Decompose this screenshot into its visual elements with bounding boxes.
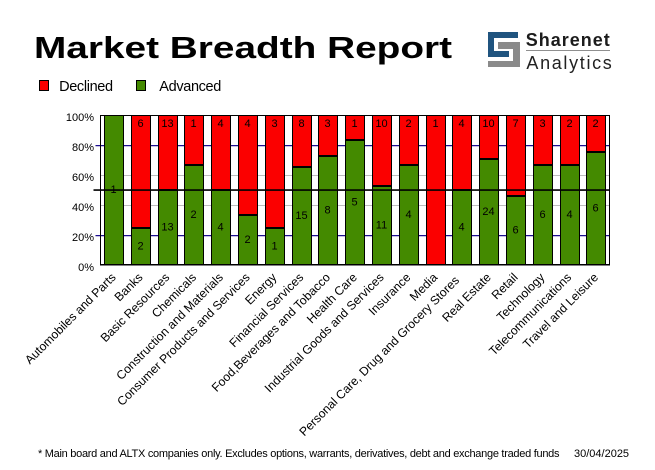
svg-text:1: 1 bbox=[190, 118, 196, 130]
svg-text:4: 4 bbox=[405, 209, 411, 221]
svg-text:6: 6 bbox=[592, 203, 598, 215]
svg-text:24: 24 bbox=[482, 206, 494, 218]
svg-text:2: 2 bbox=[244, 234, 250, 246]
svg-text:60%: 60% bbox=[72, 172, 94, 184]
svg-text:4: 4 bbox=[458, 118, 464, 130]
svg-text:8: 8 bbox=[298, 118, 304, 130]
svg-text:3: 3 bbox=[324, 118, 330, 130]
svg-text:40%: 40% bbox=[72, 202, 94, 214]
svg-text:1: 1 bbox=[351, 118, 357, 130]
svg-text:5: 5 bbox=[351, 197, 357, 209]
svg-text:2: 2 bbox=[405, 118, 411, 130]
svg-text:3: 3 bbox=[271, 118, 277, 130]
svg-text:13: 13 bbox=[161, 118, 173, 130]
svg-text:100%: 100% bbox=[66, 112, 94, 124]
svg-text:4: 4 bbox=[566, 209, 572, 221]
svg-text:11: 11 bbox=[376, 220, 387, 232]
svg-text:6: 6 bbox=[137, 118, 143, 130]
svg-text:3: 3 bbox=[539, 118, 545, 130]
svg-text:2: 2 bbox=[566, 118, 572, 130]
svg-text:1: 1 bbox=[271, 241, 277, 253]
svg-text:10: 10 bbox=[482, 118, 494, 130]
svg-text:15: 15 bbox=[295, 210, 307, 222]
svg-text:80%: 80% bbox=[72, 142, 94, 154]
svg-text:7: 7 bbox=[512, 118, 518, 130]
svg-text:2: 2 bbox=[592, 118, 598, 130]
svg-text:13: 13 bbox=[161, 222, 173, 234]
svg-text:0%: 0% bbox=[78, 262, 94, 274]
svg-text:6: 6 bbox=[539, 209, 545, 221]
svg-text:2: 2 bbox=[190, 209, 196, 221]
svg-text:4: 4 bbox=[217, 118, 223, 130]
svg-text:6: 6 bbox=[512, 225, 518, 237]
svg-text:1: 1 bbox=[432, 118, 438, 130]
svg-text:4: 4 bbox=[458, 222, 464, 234]
svg-text:10: 10 bbox=[375, 118, 387, 130]
svg-text:Automobiles and Parts: Automobiles and Parts bbox=[22, 270, 119, 367]
svg-text:2: 2 bbox=[137, 241, 143, 253]
svg-text:4: 4 bbox=[217, 222, 223, 234]
svg-text:4: 4 bbox=[244, 118, 250, 130]
svg-text:8: 8 bbox=[324, 205, 330, 217]
svg-text:20%: 20% bbox=[72, 232, 94, 244]
